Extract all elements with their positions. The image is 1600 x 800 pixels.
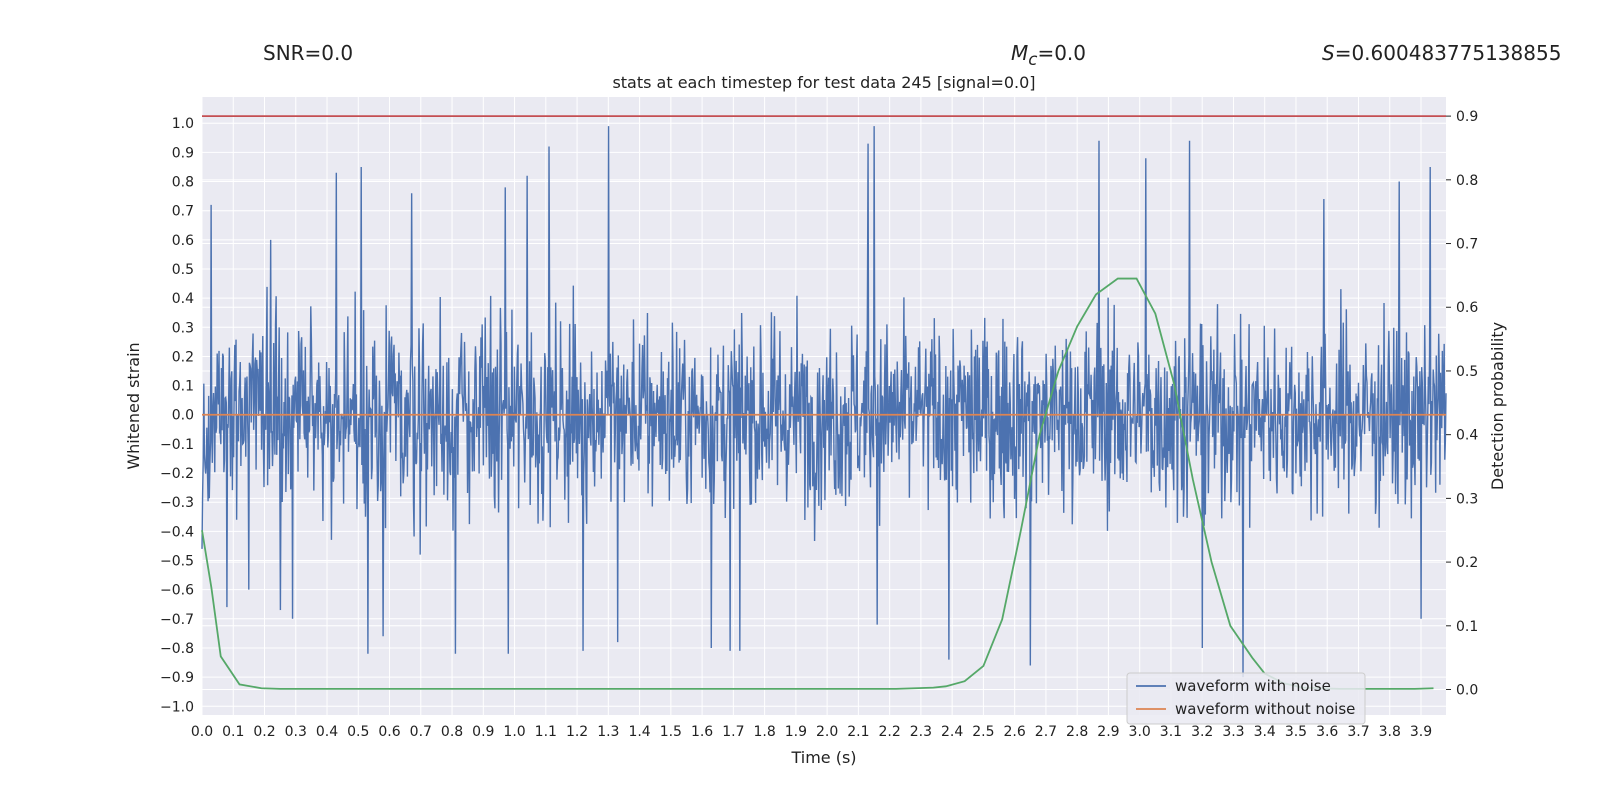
x-tick-label: 2.7 — [1035, 724, 1057, 740]
y-left-tick-label: 0.2 — [172, 349, 194, 365]
y-left-tick-label: 0.4 — [172, 291, 194, 307]
x-tick-label: 1.4 — [628, 724, 650, 740]
y-left-tick-label: −1.0 — [160, 699, 194, 715]
y-left-tick-label: −0.8 — [160, 641, 194, 657]
x-tick-label: 2.6 — [1004, 724, 1026, 740]
x-tick-label: 2.9 — [1097, 724, 1119, 740]
noise-series — [201, 126, 1447, 678]
y-left-tick-label: 0.8 — [172, 175, 194, 191]
y-left-tick-label: 0.7 — [172, 204, 194, 220]
x-tick-label: 1.5 — [660, 724, 682, 740]
x-tick-label: 2.3 — [910, 724, 932, 740]
x-tick-label: 3.9 — [1410, 724, 1432, 740]
x-tick-label: 3.5 — [1285, 724, 1307, 740]
mc-value: =0.0 — [1037, 41, 1087, 65]
x-tick-label: 1.8 — [753, 724, 775, 740]
y-right-tick-label: 0.3 — [1456, 491, 1478, 507]
y-left-tick-label: 0.6 — [172, 233, 194, 249]
y-left-tick-label: −0.6 — [160, 583, 194, 599]
x-tick-label: 3.4 — [1254, 724, 1276, 740]
s-value: =0.600483775138855 — [1334, 41, 1562, 65]
x-tick-label: 2.5 — [972, 724, 994, 740]
x-tick-label: 0.6 — [378, 724, 400, 740]
y-left-tick-label: 0.0 — [172, 408, 194, 424]
y-right-tick-label: 0.5 — [1456, 364, 1478, 380]
y-left-tick-label: 0.1 — [172, 379, 194, 395]
y-right-tick-label: 0.2 — [1456, 555, 1478, 571]
x-tick-label: 0.9 — [472, 724, 494, 740]
x-tick-label: 2.8 — [1066, 724, 1088, 740]
chirp-mass-stat: Mc=0.0 — [1011, 41, 1086, 69]
x-tick-label: 0.5 — [347, 724, 369, 740]
snr-text: SNR=0.0 — [263, 41, 354, 65]
x-tick-label: 3.0 — [1129, 724, 1151, 740]
x-tick-label: 3.6 — [1316, 724, 1338, 740]
y-left-tick-label: −0.3 — [160, 495, 194, 511]
y-left-tick-label: −0.9 — [160, 670, 194, 686]
x-axis-label: Time (s) — [790, 748, 856, 767]
x-tick-label: 0.1 — [222, 724, 244, 740]
x-tick-label: 1.0 — [503, 724, 525, 740]
y-right-tick-label: 0.4 — [1456, 428, 1478, 444]
x-tick-label: 3.2 — [1191, 724, 1213, 740]
y-left-tick-label: −0.2 — [160, 466, 194, 482]
tick-labels: 0.0 0.1 0.2 0.3 0.4 0.5 0.6 0.7 0.8 0.9 1.0 1.1 1.2 1… — [160, 109, 1478, 740]
waveform-with-noise-line — [201, 126, 1447, 678]
x-tick-label: 3.3 — [1222, 724, 1244, 740]
y-axis-right-label: Detection probability — [1488, 322, 1507, 490]
x-tick-label: 1.6 — [691, 724, 713, 740]
y-right-tick-label: 0.0 — [1456, 683, 1478, 699]
y-right-tick-label: 0.7 — [1456, 237, 1478, 253]
x-tick-label: 2.0 — [816, 724, 838, 740]
mc-symbol: M — [1011, 41, 1029, 65]
y-left-tick-label: 0.9 — [172, 145, 194, 161]
x-tick-label: 0.4 — [316, 724, 338, 740]
x-tick-label: 2.4 — [941, 724, 963, 740]
y-right-tick-label: 0.6 — [1456, 300, 1478, 316]
y-right-tick-label: 0.8 — [1456, 173, 1478, 189]
y-left-tick-label: −0.1 — [160, 437, 194, 453]
snr-stat: SNR=0.0 — [263, 41, 353, 65]
mc-subscript: c — [1028, 50, 1038, 69]
s-symbol: S — [1322, 41, 1335, 65]
legend-label-noisy: waveform with noise — [1175, 677, 1331, 695]
x-tick-label: 3.8 — [1379, 724, 1401, 740]
x-tick-label: 1.1 — [535, 724, 557, 740]
y-right-tick-label: 0.9 — [1456, 109, 1478, 125]
x-tick-label: 1.7 — [722, 724, 744, 740]
x-tick-label: 1.3 — [597, 724, 619, 740]
y-left-tick-label: 1.0 — [172, 116, 194, 132]
legend-box — [1126, 672, 1366, 725]
x-tick-label: 3.1 — [1160, 724, 1182, 740]
x-tick-label: 1.9 — [785, 724, 807, 740]
y-left-tick-label: 0.3 — [172, 320, 194, 336]
x-tick-label: 3.7 — [1347, 724, 1369, 740]
x-tick-label: 0.0 — [191, 724, 213, 740]
x-tick-label: 1.2 — [566, 724, 588, 740]
y-left-tick-label: −0.4 — [160, 524, 194, 540]
y-left-tick-label: −0.5 — [160, 554, 194, 570]
y-right-tick-label: 0.1 — [1456, 619, 1478, 635]
y-axis-left-label: Whitened strain — [124, 342, 143, 469]
y-left-tick-label: −0.7 — [160, 612, 194, 628]
chart-title: stats at each timestep for test data 245… — [612, 73, 1035, 92]
y-left-tick-label: 0.5 — [172, 262, 194, 278]
line-series — [201, 115, 1446, 690]
x-tick-label: 2.1 — [847, 724, 869, 740]
x-tick-label: 0.8 — [441, 724, 463, 740]
x-tick-label: 2.2 — [879, 724, 901, 740]
x-tick-label: 0.2 — [253, 724, 275, 740]
legend: waveform with noise waveform without noi… — [1126, 672, 1366, 725]
x-tick-label: 0.7 — [410, 724, 432, 740]
legend-label-clean: waveform without noise — [1175, 700, 1355, 718]
detection-probability-line — [201, 277, 1434, 690]
x-tick-label: 0.3 — [285, 724, 307, 740]
score-stat: S=0.600483775138855 — [1322, 41, 1561, 65]
